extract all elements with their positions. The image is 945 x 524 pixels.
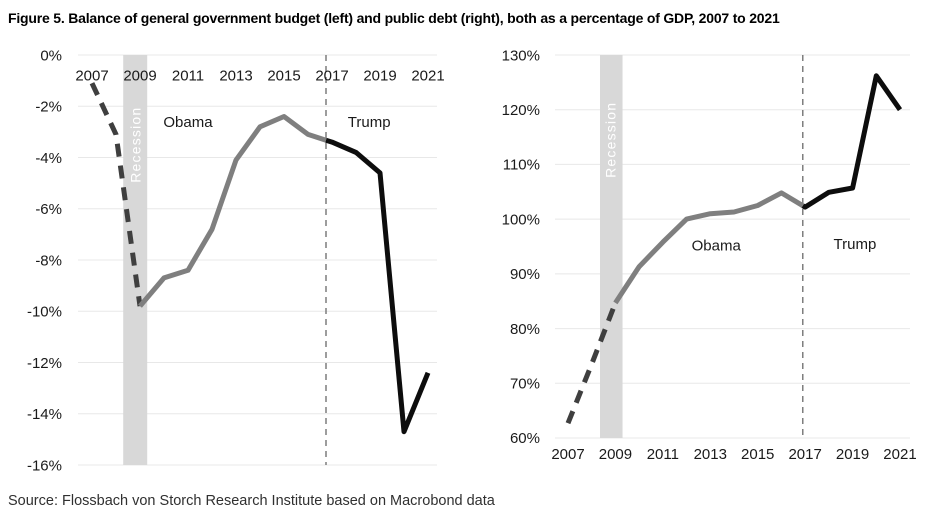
x-tick-label: 2017 [788, 446, 821, 463]
y-tick-label: -10% [27, 304, 62, 321]
x-tick-label: 2011 [647, 446, 679, 463]
x-tick-label: 2019 [836, 446, 869, 463]
y-tick-label: 90% [510, 266, 540, 283]
obama-label: Obama [163, 114, 213, 131]
x-tick-label: 2013 [219, 67, 252, 84]
recession-band [600, 55, 623, 438]
y-tick-label: 130% [502, 47, 540, 64]
y-tick-label: 120% [502, 102, 540, 119]
obama-label: Obama [692, 238, 742, 255]
x-tick-label: 2009 [599, 446, 632, 463]
y-tick-label: -12% [27, 355, 62, 372]
recession-label: Recession [128, 107, 144, 183]
x-tick-label: 2017 [315, 67, 348, 84]
trump-label: Trump [348, 114, 391, 131]
recession-label: Recession [603, 102, 619, 178]
x-tick-label: 2021 [411, 67, 444, 84]
public-debt-chart: 130% 120% 110% 100% 90% 80% 70% 60% 2007 2009 2011… [502, 47, 917, 463]
series-segment-trump [801, 73, 903, 210]
y-tick-label: 0% [40, 47, 62, 64]
x-tick-label: 2007 [551, 446, 584, 463]
y-tick-label: -6% [35, 201, 62, 218]
y-tick-label: 60% [510, 430, 540, 447]
y-tick-label: 100% [502, 211, 540, 228]
x-tick-label: 2013 [694, 446, 727, 463]
series-segment-crisis-dashed [89, 82, 143, 307]
y-tick-label: 110% [503, 157, 540, 174]
x-tick-label: 2009 [123, 67, 156, 84]
figure-title: Figure 5. Balance of general government … [8, 10, 780, 26]
series-segment-obama [138, 114, 327, 308]
series-segment-obama [613, 190, 805, 305]
series-segment-trump [325, 137, 431, 435]
x-tick-label: 2019 [363, 67, 396, 84]
x-tick-label: 2007 [75, 67, 108, 84]
y-tick-label: -4% [35, 150, 62, 167]
y-tick-label: -16% [27, 457, 62, 474]
y-tick-label: -14% [27, 406, 62, 423]
budget-balance-chart: 0% -2% -4% -6% -8% -10% -12% -14% -16% 2007 2009 20… [27, 47, 445, 474]
y-tick-label: -2% [35, 99, 62, 116]
y-tick-label: 80% [510, 321, 540, 338]
trump-label: Trump [834, 236, 877, 253]
x-tick-label: 2021 [883, 446, 916, 463]
y-tick-label: -8% [35, 252, 62, 269]
y-tick-label: 70% [510, 376, 540, 393]
x-tick-label: 2011 [172, 67, 204, 84]
x-tick-label: 2015 [741, 446, 774, 463]
x-tick-label: 2015 [267, 67, 300, 84]
source-note: Source: Flossbach von Storch Research In… [8, 493, 495, 509]
